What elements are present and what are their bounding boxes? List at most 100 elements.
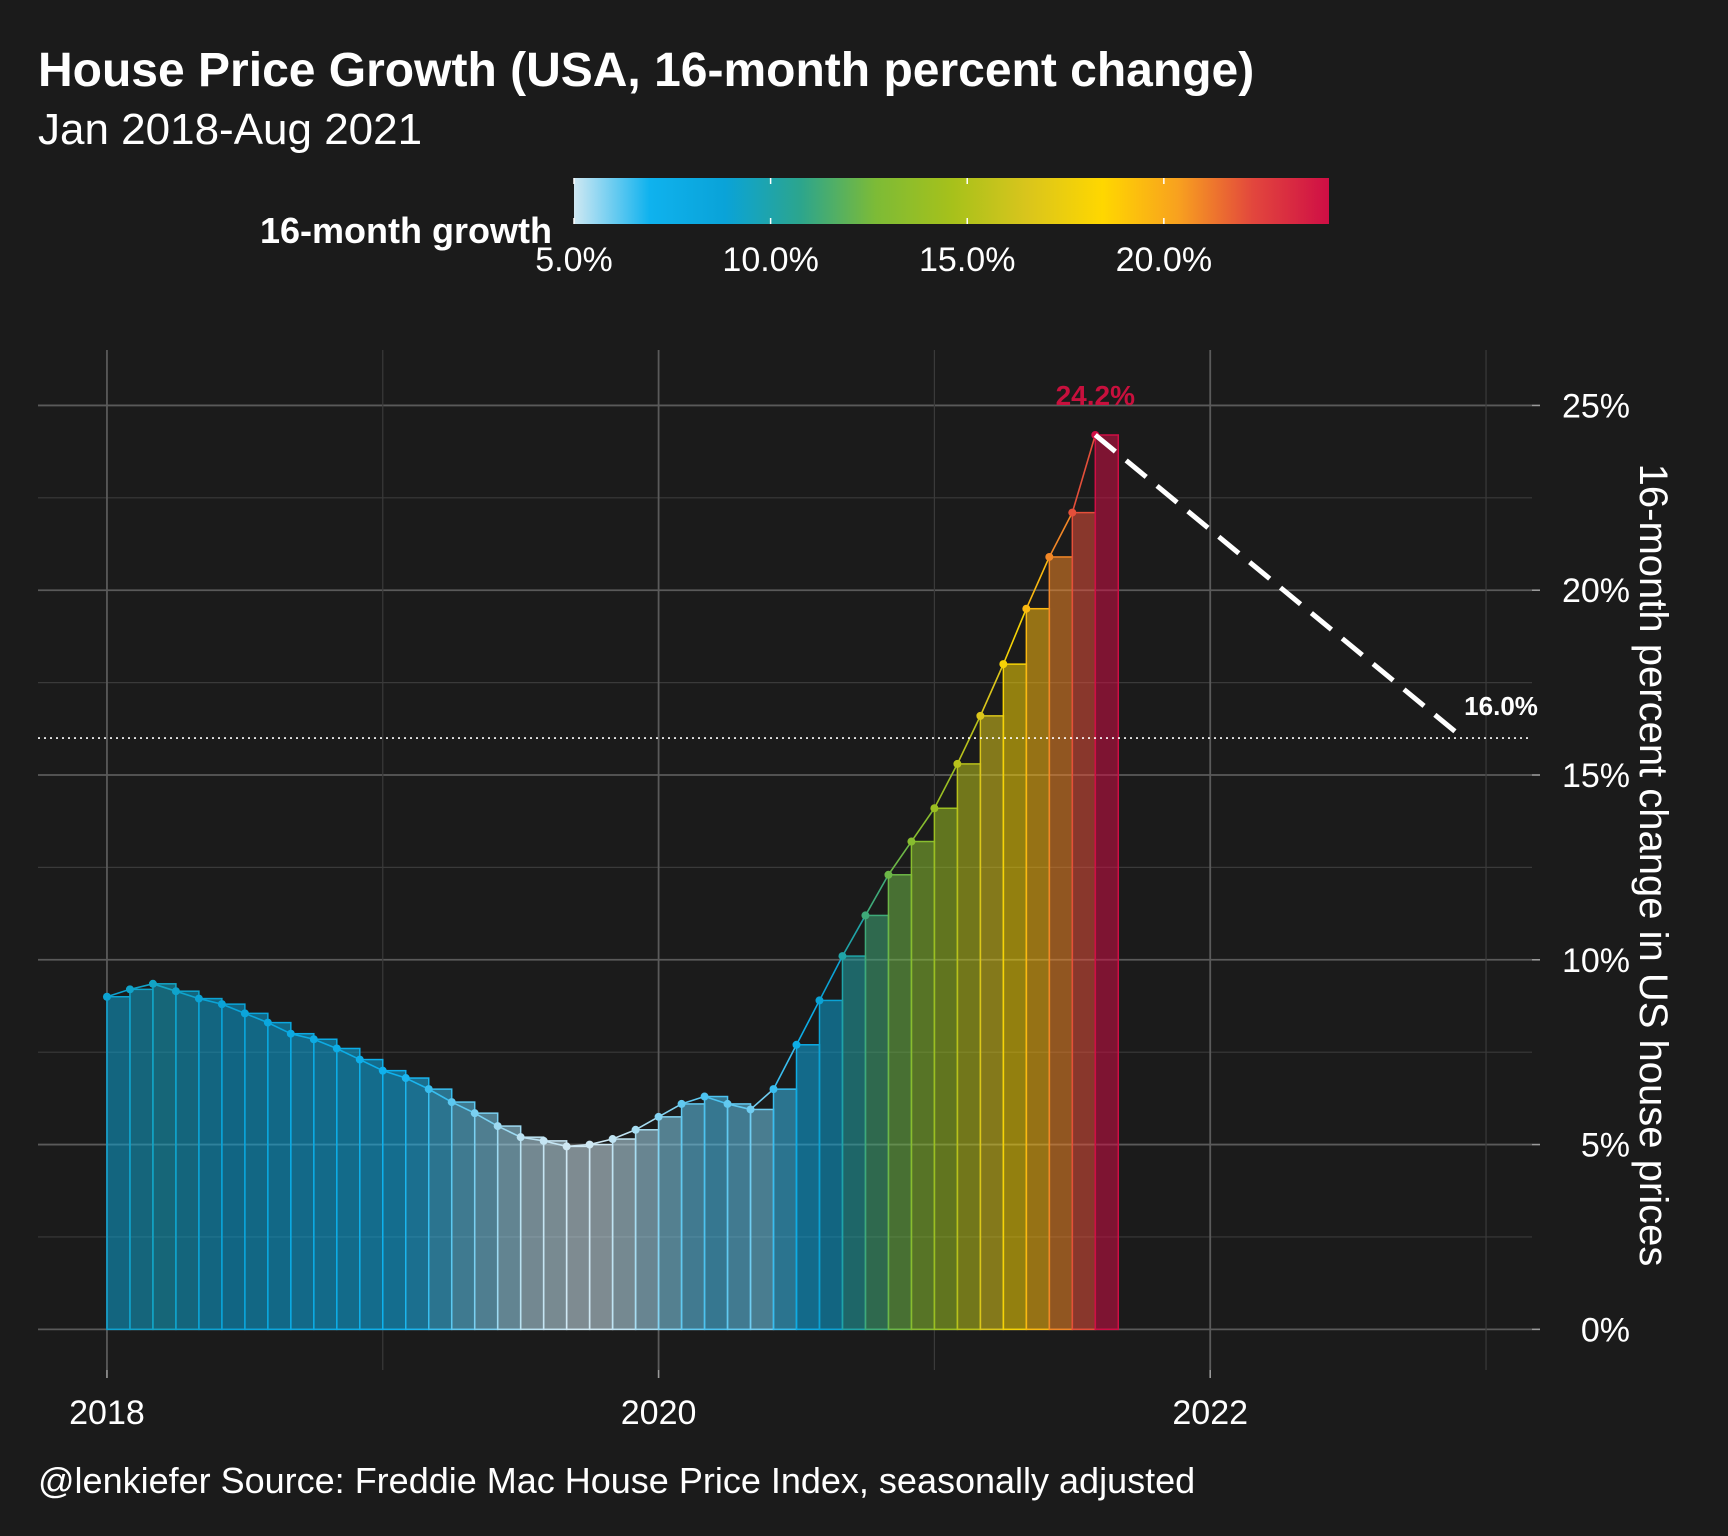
caption: @lenkiefer Source: Freddie Mac House Pri… bbox=[38, 1460, 1195, 1501]
bar bbox=[933, 807, 959, 1331]
bar bbox=[450, 1101, 476, 1331]
line-segment bbox=[1025, 556, 1051, 610]
line-segment bbox=[474, 1112, 499, 1127]
line-segment bbox=[841, 915, 867, 957]
data-point bbox=[769, 1085, 778, 1094]
data-point bbox=[631, 1125, 640, 1134]
bar bbox=[611, 1138, 637, 1331]
projection-line bbox=[1093, 433, 1465, 740]
data-point bbox=[447, 1098, 456, 1107]
data-point bbox=[930, 804, 939, 813]
bar bbox=[841, 955, 867, 1331]
line-segment bbox=[267, 1021, 292, 1035]
data-point bbox=[286, 1029, 295, 1038]
data-point bbox=[125, 985, 134, 994]
data-point bbox=[194, 994, 203, 1003]
data-point bbox=[677, 1099, 686, 1108]
data-point bbox=[217, 1000, 226, 1009]
data-point bbox=[516, 1133, 525, 1142]
line-segment bbox=[635, 1116, 659, 1131]
bar bbox=[542, 1140, 568, 1331]
bar bbox=[473, 1112, 499, 1331]
data-point bbox=[838, 952, 847, 961]
line-segment bbox=[681, 1095, 705, 1105]
bar bbox=[1094, 434, 1120, 1331]
line-segment bbox=[1071, 434, 1097, 513]
target-label: 16.0% bbox=[1464, 691, 1538, 721]
data-point bbox=[378, 1066, 387, 1075]
line-segment bbox=[106, 988, 131, 998]
bar bbox=[657, 1116, 683, 1331]
bar bbox=[290, 1032, 315, 1331]
line-segment bbox=[152, 983, 177, 992]
y-tick-label: 0% bbox=[1581, 1311, 1630, 1349]
legend-tick-label: 5.0% bbox=[535, 241, 613, 279]
legend-colorbar bbox=[574, 178, 1329, 224]
data-point bbox=[585, 1140, 594, 1149]
data-point bbox=[470, 1109, 479, 1118]
data-point bbox=[907, 837, 916, 846]
line-segment bbox=[175, 990, 200, 1000]
data-point bbox=[884, 870, 893, 879]
data-point bbox=[493, 1122, 502, 1131]
line-segment bbox=[497, 1125, 522, 1138]
bar bbox=[1002, 663, 1028, 1331]
data-point bbox=[102, 992, 111, 1001]
bar bbox=[795, 1044, 821, 1331]
bar bbox=[565, 1145, 591, 1331]
bar bbox=[405, 1077, 430, 1331]
y-tick-label: 20% bbox=[1562, 572, 1630, 610]
line-segment bbox=[933, 763, 959, 809]
line-segment bbox=[313, 1038, 338, 1050]
legend-tick-label: 15.0% bbox=[919, 241, 1015, 279]
bar bbox=[864, 914, 890, 1331]
data-point bbox=[309, 1035, 318, 1044]
line-segment bbox=[612, 1129, 636, 1140]
line-segment bbox=[359, 1058, 384, 1072]
peak-label: 24.2% bbox=[1056, 380, 1135, 411]
bar bbox=[1048, 556, 1074, 1331]
bar bbox=[175, 990, 200, 1331]
bar bbox=[772, 1088, 798, 1331]
data-point bbox=[999, 660, 1008, 669]
line-segment bbox=[749, 1088, 775, 1111]
bar bbox=[244, 1012, 269, 1331]
legend-tick-label: 10.0% bbox=[722, 241, 818, 279]
bar bbox=[703, 1095, 729, 1331]
data-point bbox=[171, 987, 180, 996]
bar bbox=[313, 1038, 338, 1331]
line-segment bbox=[428, 1088, 453, 1103]
data-point bbox=[1022, 604, 1031, 613]
y-axis-label: 16-month percent change in US house pric… bbox=[1631, 464, 1675, 1267]
bar bbox=[198, 997, 223, 1331]
line-segment bbox=[887, 841, 913, 876]
bar bbox=[979, 715, 1005, 1331]
line-segment bbox=[451, 1101, 476, 1114]
line-segment bbox=[979, 663, 1005, 717]
y-tick-label: 5% bbox=[1581, 1127, 1630, 1165]
data-point bbox=[1068, 508, 1077, 517]
color-legend: 16-month growth 5.0% 10.0% 15.0% 20.0% bbox=[260, 178, 1329, 279]
data-point bbox=[861, 911, 870, 920]
bar bbox=[359, 1058, 384, 1331]
bar bbox=[726, 1103, 752, 1331]
bar bbox=[956, 763, 982, 1331]
line-segment bbox=[336, 1047, 361, 1061]
bar bbox=[749, 1108, 775, 1331]
bar bbox=[496, 1125, 522, 1331]
bar bbox=[267, 1021, 292, 1331]
data-point bbox=[148, 979, 157, 988]
legend-tick-label: 20.0% bbox=[1116, 241, 1212, 279]
bar bbox=[887, 874, 913, 1331]
x-tick-label: 2020 bbox=[621, 1394, 697, 1432]
data-point bbox=[562, 1142, 571, 1151]
line-segment bbox=[382, 1069, 406, 1079]
line-segment bbox=[1002, 608, 1028, 665]
line-segment bbox=[772, 1044, 798, 1090]
line-segment bbox=[864, 874, 890, 916]
data-point bbox=[792, 1040, 801, 1049]
y-tick-label: 10% bbox=[1562, 942, 1630, 980]
data-point bbox=[746, 1105, 755, 1114]
bar bbox=[1071, 511, 1097, 1331]
